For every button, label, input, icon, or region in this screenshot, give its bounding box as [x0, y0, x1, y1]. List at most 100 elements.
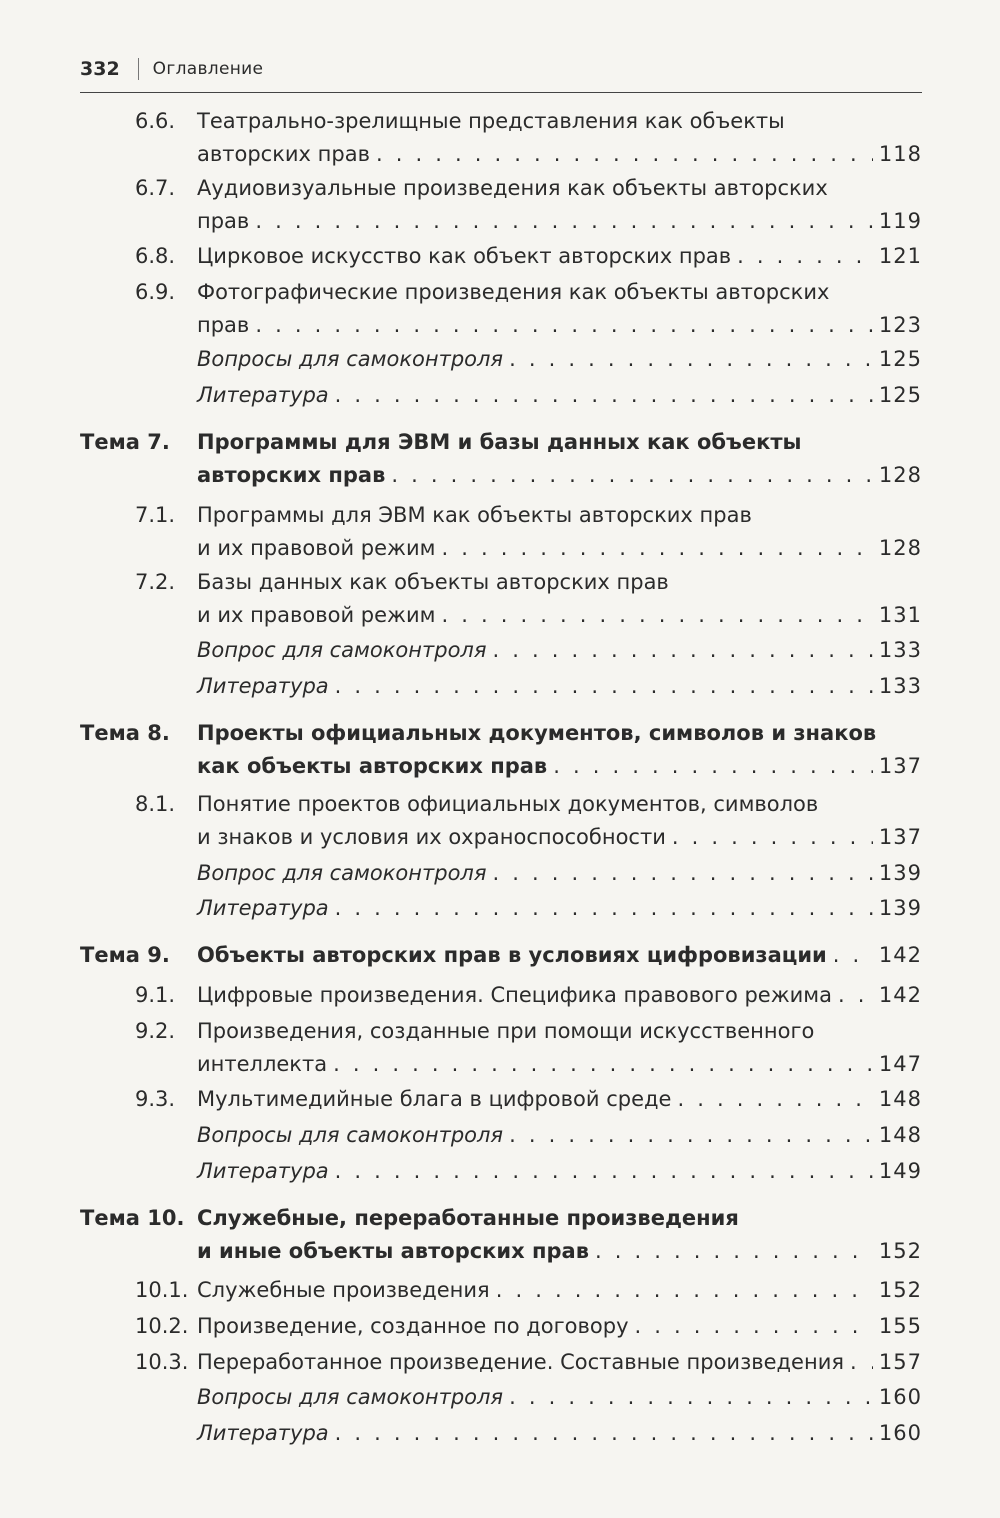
entry-body: Литература. . . . . . . . . . . . . . . …	[197, 670, 922, 703]
page-ref: 123	[878, 313, 922, 337]
entry-number: 6.8.	[135, 244, 176, 268]
entry-title: Литература	[197, 896, 329, 920]
entry-line: прав. . . . . . . . . . . . . . . . . . …	[197, 309, 922, 342]
entry-number: 9.1.	[135, 983, 176, 1007]
entry-title: Литература	[197, 1159, 329, 1183]
page-ref: 128	[878, 536, 922, 560]
entry-body: Театрально-зрелищные представления как о…	[197, 105, 922, 171]
page-ref: 149	[878, 1159, 922, 1183]
entry-title: прав	[197, 209, 250, 233]
entry-line: прав. . . . . . . . . . . . . . . . . . …	[197, 205, 922, 238]
entry-title: Объекты авторских прав в условиях цифров…	[197, 943, 827, 967]
entry-number: 7.1.	[135, 503, 176, 527]
entry-body: Служебные произведения. . . . . . . . . …	[197, 1274, 922, 1307]
page-ref: 148	[878, 1123, 922, 1147]
dot-leader: . . . . . . . . . . . . . . . . . . . . …	[334, 1159, 873, 1183]
dot-leader: . . . . . . . . . . . . . . . . . . . . …	[334, 383, 873, 407]
entry-title: Вопрос для самоконтроля	[197, 861, 487, 885]
entry-number: 6.6.	[135, 109, 176, 133]
page-ref: 119	[878, 209, 922, 233]
entry-line: Базы данных как объекты авторских прав	[197, 566, 922, 599]
page-number: 332	[80, 58, 120, 80]
entry-body: Служебные, переработанные произведения и …	[197, 1202, 922, 1268]
entry-line: Служебные, переработанные произведения	[197, 1202, 922, 1235]
entry-line: и знаков и условия их охраноспособности.…	[197, 821, 922, 854]
entry-body: Вопрос для самоконтроля. . . . . . . . .…	[197, 857, 922, 890]
entry-line: как объекты авторских прав. . . . . . . …	[197, 750, 922, 783]
page-ref: 137	[878, 754, 922, 778]
dot-leader: . . . . . . . . . . . . . . . . . . . . …	[509, 1385, 873, 1409]
entry-title: Литература	[197, 674, 329, 698]
entry-title: Аудиовизуальные произведения как объекты…	[197, 176, 828, 200]
entry-body: Программы для ЭВМ как объекты авторских …	[197, 499, 922, 565]
entry-number: 10.3.	[135, 1350, 189, 1374]
entry-title: Театрально-зрелищные представления как о…	[197, 109, 785, 133]
entry-body: Понятие проектов официальных документов,…	[197, 788, 922, 854]
entry-title: и их правовой режим	[197, 603, 436, 627]
entry-line: Проекты официальных документов, символов…	[197, 717, 922, 750]
entry-line: Аудиовизуальные произведения как объекты…	[197, 172, 922, 205]
entry-line: и их правовой режим. . . . . . . . . . .…	[197, 532, 922, 565]
entry-title: авторских прав	[197, 463, 386, 487]
page-ref: 133	[878, 638, 922, 662]
header-rule	[80, 92, 922, 93]
dot-leader: . . . . . . . . . . . . . . . . . . . . …	[634, 1314, 873, 1338]
dot-leader: . . . . . . . . . . . . . . . . . . . . …	[333, 1052, 873, 1076]
dot-leader: . . . . . . . . . . . . . . . . . . . . …	[375, 142, 873, 166]
entry-body: Аудиовизуальные произведения как объекты…	[197, 172, 922, 238]
entry-body: Фотографические произведения как объекты…	[197, 276, 922, 342]
entry-number: Тема 10.	[80, 1206, 185, 1230]
entry-title: Произведения, созданные при помощи искус…	[197, 1019, 815, 1043]
entry-line: Понятие проектов официальных документов,…	[197, 788, 922, 821]
entry-body: Цирковое искусство как объект авторских …	[197, 240, 922, 273]
page-ref: 147	[878, 1052, 922, 1076]
dot-leader: . . . . . . . . . . . . . . . . . . . . …	[334, 674, 873, 698]
entry-body: Вопросы для самоконтроля. . . . . . . . …	[197, 1381, 922, 1414]
entry-number: 8.1.	[135, 792, 176, 816]
entry-number: 10.1.	[135, 1278, 189, 1302]
page-ref: 142	[878, 983, 922, 1007]
dot-leader: . . . . . . . . . . . . . . . . . . . . …	[671, 825, 873, 849]
page-ref: 125	[878, 383, 922, 407]
entry-line: Мультимедийные блага в цифровой среде. .…	[197, 1083, 922, 1116]
entry-body: Проекты официальных документов, символов…	[197, 717, 922, 783]
entry-body: Мультимедийные блага в цифровой среде. .…	[197, 1083, 922, 1116]
page-ref: 137	[878, 825, 922, 849]
entry-line: авторских прав. . . . . . . . . . . . . …	[197, 459, 922, 492]
entry-line: Литература. . . . . . . . . . . . . . . …	[197, 1417, 922, 1450]
entry-title: как объекты авторских прав	[197, 754, 548, 778]
page-ref: 142	[878, 943, 922, 967]
entry-line: Цифровые произведения. Специфика правово…	[197, 979, 922, 1012]
page-ref: 125	[878, 347, 922, 371]
page-ref: 139	[878, 861, 922, 885]
entry-title: Литература	[197, 383, 329, 407]
entry-title: Цирковое искусство как объект авторских …	[197, 244, 732, 268]
entry-body: Вопросы для самоконтроля. . . . . . . . …	[197, 343, 922, 376]
entry-title: Вопросы для самоконтроля	[197, 347, 504, 371]
entry-title: и их правовой режим	[197, 536, 436, 560]
entry-title: Мультимедийные блага в цифровой среде	[197, 1087, 672, 1111]
entry-title: Служебные произведения	[197, 1278, 490, 1302]
dot-leader: . . . . . . . . . . . . . . . . . . . . …	[832, 943, 873, 967]
dot-leader: . . . . . . . . . . . . . . . . . . . . …	[495, 1278, 873, 1302]
dot-leader: . . . . . . . . . . . . . . . . . . . . …	[441, 603, 872, 627]
entry-body: Литература. . . . . . . . . . . . . . . …	[197, 379, 922, 412]
entry-body: Программы для ЭВМ и базы данных как объе…	[197, 426, 922, 492]
entry-line: Вопросы для самоконтроля. . . . . . . . …	[197, 343, 922, 376]
dot-leader: . . . . . . . . . . . . . . . . . . . . …	[737, 244, 873, 268]
entry-number: Тема 7.	[80, 430, 170, 454]
entry-title: Программы для ЭВМ и базы данных как объе…	[197, 430, 802, 454]
entry-title: Переработанное произведение. Составные п…	[197, 1350, 844, 1374]
entry-body: Базы данных как объекты авторских прав и …	[197, 566, 922, 632]
entry-line: Объекты авторских прав в условиях цифров…	[197, 939, 922, 972]
dot-leader: . . . . . . . . . . . . . . . . . . . . …	[849, 1350, 873, 1374]
dot-leader: . . . . . . . . . . . . . . . . . . . . …	[255, 313, 873, 337]
page-ref: 160	[878, 1421, 922, 1445]
entry-title: интеллекта	[197, 1052, 328, 1076]
page-ref: 160	[878, 1385, 922, 1409]
header-divider	[137, 58, 139, 80]
entry-title: Базы данных как объекты авторских прав	[197, 570, 669, 594]
entry-line: Служебные произведения. . . . . . . . . …	[197, 1274, 922, 1307]
page-ref: 148	[878, 1087, 922, 1111]
section-title: Оглавление	[152, 59, 264, 79]
